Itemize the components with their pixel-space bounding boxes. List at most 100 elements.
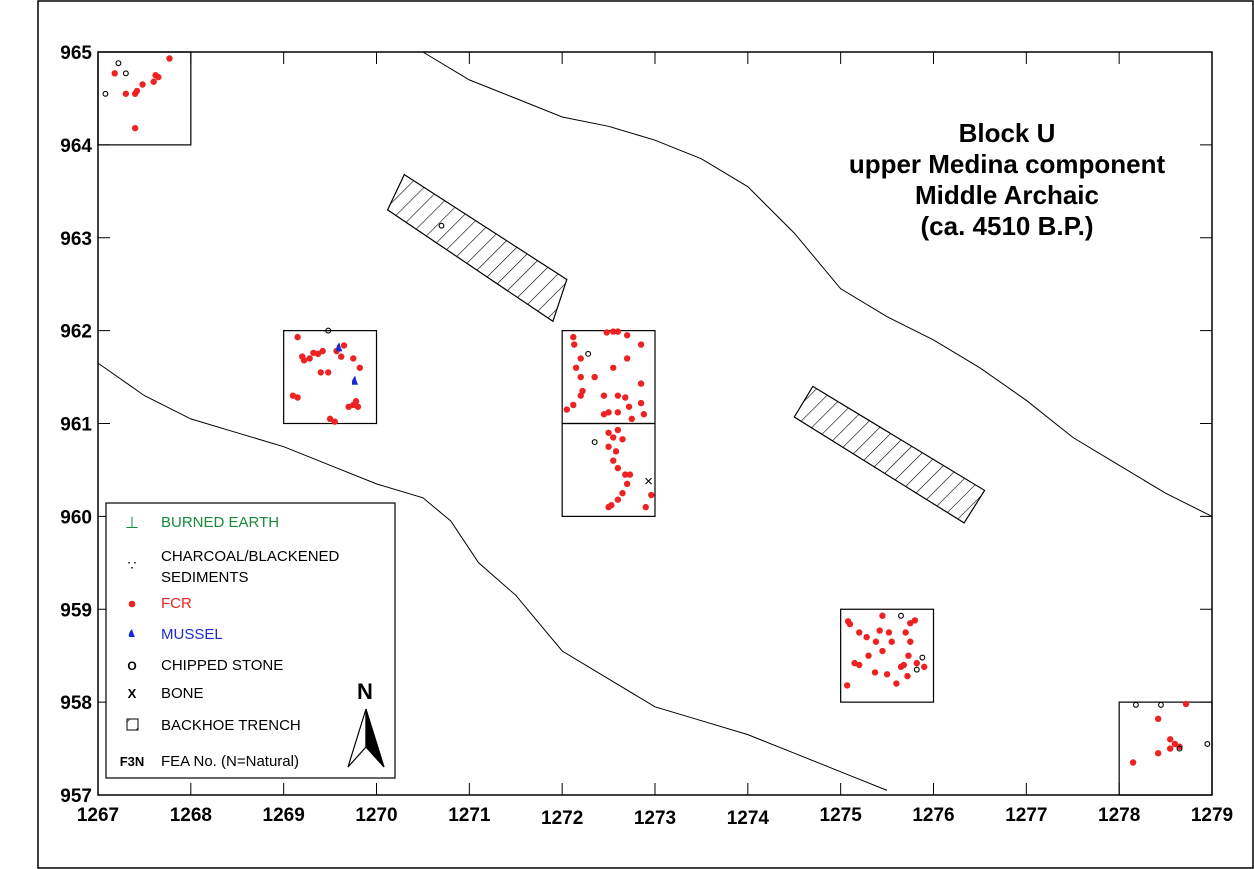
- fcr-point: [872, 638, 880, 645]
- y-tick-label: 963: [60, 229, 92, 250]
- fcr-point: [1171, 740, 1179, 748]
- chipped-stone-point: [122, 70, 129, 77]
- fcr-point: [1129, 759, 1137, 766]
- fcr-point: [1182, 700, 1190, 708]
- fcr-point: [605, 429, 612, 436]
- fcr-point: [856, 661, 863, 669]
- fcr-point: [155, 73, 162, 81]
- fcr-point: [306, 355, 313, 362]
- legend-backhoe: BACKHOE TRENCH: [161, 717, 301, 734]
- fcr-point: [294, 333, 301, 341]
- contour-line: [422, 51, 1213, 517]
- fcr-point: [356, 364, 363, 371]
- fcr-point: [614, 496, 622, 503]
- title-line-1: Block U: [959, 118, 1056, 148]
- fcr-point: [133, 87, 141, 95]
- fcr-point: [591, 373, 598, 381]
- chipped-stone-point: [585, 350, 592, 357]
- fcr-point: [622, 394, 629, 401]
- y-tick-label: 958: [60, 693, 92, 714]
- fcr-point: [570, 333, 577, 341]
- fcr-point: [571, 341, 578, 348]
- fcr-point: [897, 663, 905, 671]
- legend-fcr: FCR: [161, 595, 192, 612]
- chipped-stone-point: [325, 327, 332, 334]
- chipped-stone-point: [1157, 701, 1164, 708]
- x-axis-labels: 1267 1268 1269 1270 1271 1272 1273 1274 1275 1276…: [77, 805, 1233, 829]
- legend: ⊥ BURNED EARTH ∵ CHARCOAL/BLACKENED SEDI…: [105, 502, 396, 779]
- x-tick-label: 1273: [634, 808, 676, 829]
- fcr-point: [610, 328, 617, 335]
- map-title: Block U upper Medina component Middle Ar…: [849, 118, 1166, 241]
- x-tick-label: 1275: [820, 805, 863, 826]
- x-tick-label: 1270: [355, 805, 397, 826]
- fcr-point: [131, 124, 139, 132]
- fcr-point: [883, 671, 891, 678]
- x-tick-label: 1267: [77, 805, 119, 826]
- fcr-point: [626, 471, 634, 478]
- fcr-point: [150, 78, 157, 85]
- legend-fea: FEA No. (N=Natural): [161, 753, 299, 770]
- fcr-point: [338, 353, 345, 360]
- excavation-unit: [840, 608, 935, 703]
- fcr-point: [614, 464, 622, 472]
- fcr-point: [354, 403, 362, 410]
- title-line-3: Middle Archaic: [915, 180, 1099, 210]
- fcr-point: [879, 612, 886, 619]
- fcr-point: [879, 647, 886, 655]
- fcr-point: [600, 392, 608, 399]
- fcr-point: [614, 328, 622, 335]
- chipped-stone-point: [115, 60, 122, 67]
- fcr-point: [640, 411, 648, 418]
- backhoe-trenches: [386, 173, 986, 524]
- fcr-point: [648, 491, 655, 499]
- fcr-point: [570, 401, 577, 409]
- fcr-point: [314, 350, 322, 358]
- fcr-point: [614, 426, 622, 434]
- title-line-4: (ca. 4510 B.P.): [921, 211, 1094, 241]
- excavation-unit: [97, 51, 192, 146]
- north-arrow: N: [347, 679, 385, 768]
- bone-point: [645, 477, 652, 485]
- fcr-point: [911, 617, 919, 624]
- legend-charcoal-line1: CHARCOAL/BLACKENED: [161, 548, 340, 565]
- fcr-point: [326, 415, 334, 423]
- y-axis-labels: 965 964 963 962 961 960 959 958 957: [60, 43, 92, 807]
- fcr-point: [625, 403, 633, 410]
- page-border: [37, 0, 1254, 869]
- fcr-point: [885, 629, 893, 636]
- backhoe-trench-icon: [126, 718, 139, 731]
- fcr-point: [907, 619, 914, 627]
- fcr-point: [1154, 750, 1162, 757]
- chipped-stone-point: [1176, 745, 1183, 752]
- y-tick-label: 962: [60, 322, 92, 343]
- fcr-point: [619, 436, 626, 443]
- x-tick-label: 1268: [170, 805, 212, 826]
- chipped-stone-point: [1132, 701, 1139, 708]
- contour-lines: [97, 51, 1213, 791]
- fcr-point: [1167, 745, 1174, 752]
- fcr-point: [921, 663, 928, 671]
- fcr-point: [325, 369, 332, 376]
- fcr-point: [871, 669, 879, 676]
- fcr-point: [913, 659, 920, 667]
- fcr-point: [610, 457, 617, 464]
- x-tick-label: 1277: [1005, 805, 1047, 826]
- fcr-point: [637, 399, 645, 407]
- contour-line: [97, 362, 888, 791]
- excavation-unit: [561, 422, 656, 517]
- y-tick-label: 961: [60, 415, 92, 436]
- chipped-stone-point: [591, 439, 598, 446]
- fcr-point: [622, 471, 629, 478]
- fcr-point: [905, 652, 912, 659]
- chipped-stone-point: [1204, 740, 1211, 747]
- fcr-point: [563, 406, 571, 413]
- fcr-point: [577, 392, 584, 399]
- x-tick-label: 1269: [263, 805, 305, 826]
- chipped-stone-icon: O: [127, 659, 136, 673]
- legend-burned-earth: BURNED EARTH: [161, 514, 279, 531]
- fcr-point: [893, 680, 900, 687]
- backhoe-trench: [793, 385, 986, 524]
- fcr-point: [637, 380, 645, 387]
- fcr-icon: [128, 600, 136, 608]
